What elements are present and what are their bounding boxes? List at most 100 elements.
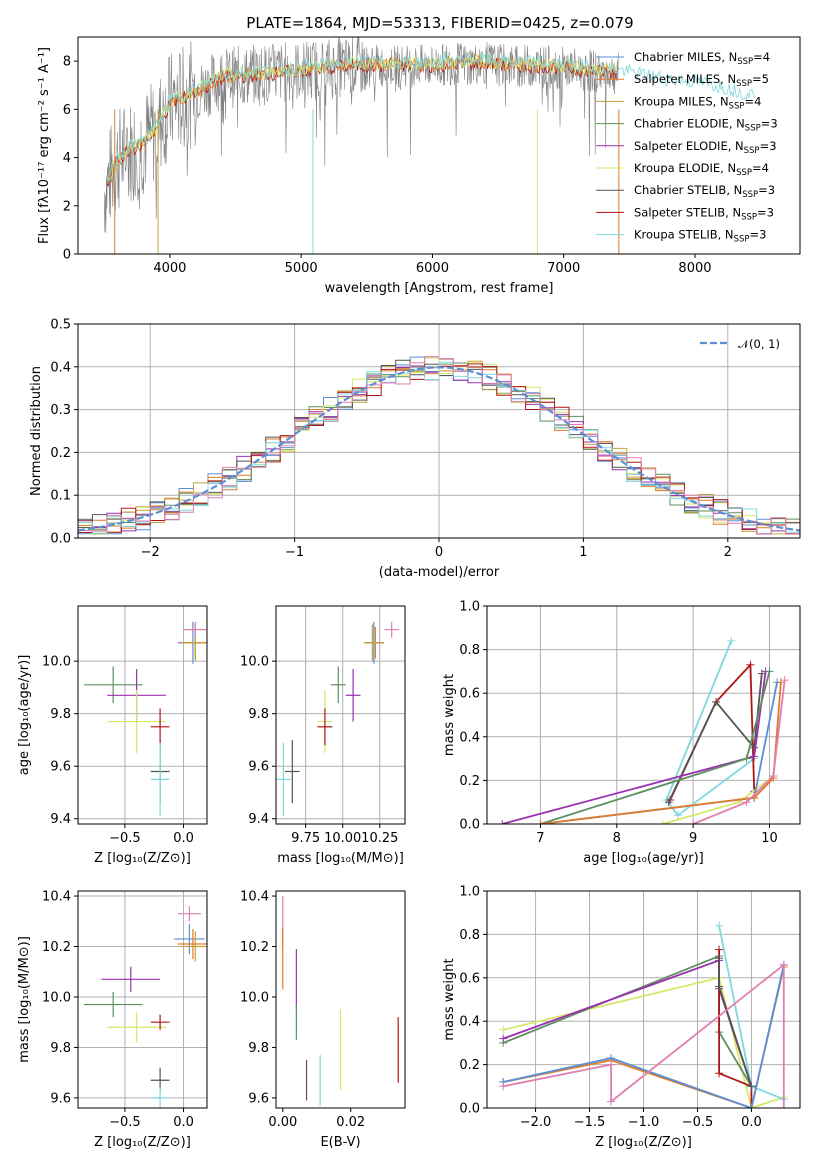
x-tick-label: 7000 bbox=[547, 261, 580, 276]
x-tick-label: 1 bbox=[579, 545, 587, 560]
y-tick-label: 0.6 bbox=[459, 687, 480, 702]
error-bar-point bbox=[183, 621, 207, 638]
x-tick-label: 0.0 bbox=[173, 831, 194, 846]
y-tick-label: 9.8 bbox=[248, 707, 269, 722]
plot-area-age_vs_mass bbox=[276, 621, 400, 817]
y-tick-label: 0.6 bbox=[459, 971, 480, 986]
error-bar-point bbox=[101, 966, 161, 992]
y-tick-label: 10.0 bbox=[42, 990, 71, 1005]
x-tick-label: −0.5 bbox=[682, 1115, 714, 1130]
x-tick-label: −0.5 bbox=[109, 1115, 141, 1130]
weight-line-kroupa-elodie bbox=[502, 976, 785, 1108]
x-tick-label: 0.02 bbox=[336, 1115, 365, 1130]
x-axis-label: Z [log₁₀(Z/Z⊙)] bbox=[595, 1135, 692, 1150]
legend-subscript: SSP bbox=[745, 124, 761, 134]
x-tick-label: 0 bbox=[435, 545, 443, 560]
spectrum-data-line bbox=[104, 37, 620, 234]
x-tick-label: 0.00 bbox=[268, 1115, 297, 1130]
plot-area-residuals bbox=[78, 356, 800, 535]
x-tick-label: −0.5 bbox=[109, 831, 141, 846]
x-tick-label: 8 bbox=[613, 831, 621, 846]
legend-subscript: SSP bbox=[744, 146, 760, 156]
y-tick-label: 0.2 bbox=[459, 774, 480, 789]
x-tick-label: 8000 bbox=[678, 261, 711, 276]
legend-subscript: SSP bbox=[729, 101, 745, 111]
legend-entry: Salpeter STELIB, NSSP=3 bbox=[634, 205, 774, 222]
y-tick-label: 0.8 bbox=[459, 928, 480, 943]
x-tick-label: −2 bbox=[141, 545, 160, 560]
panel-age_vs_Z: −0.5 0.0 9.4 9.6 9.8 10.0 Z [log₁₀(Z/Z⊙)] age [… bbox=[17, 605, 208, 866]
y-tick-label: 0.4 bbox=[459, 730, 480, 745]
y-tick-label: 0.2 bbox=[50, 446, 71, 461]
y-tick-label: 1.0 bbox=[459, 885, 480, 900]
error-bar-point bbox=[317, 708, 333, 746]
y-tick-label: 0.8 bbox=[459, 643, 480, 658]
panel-mass_weight_vs_age: 7 8 9 10 0.0 0.2 0.4 0.6 0.8 1.0 age [log₁₀(age/yr… bbox=[442, 600, 801, 866]
legend-entry: Kroupa STELIB, NSSP=3 bbox=[634, 228, 766, 245]
y-tick-label: 0 bbox=[63, 248, 71, 263]
x-tick-label: 7 bbox=[536, 831, 544, 846]
legend-entry: Salpeter MILES, NSSP=5 bbox=[634, 72, 769, 89]
y-tick-label: 10.4 bbox=[240, 890, 269, 905]
weight-line-pink bbox=[692, 679, 786, 824]
x-tick-label: −1 bbox=[285, 545, 304, 560]
error-bar-point bbox=[83, 991, 143, 1018]
panel-mass_weight_vs_Z: −2.0 −1.5 −1.0 −0.5 0.0 0.0 0.2 0.4 0.6 0.8 1.0 Z [… bbox=[442, 885, 801, 1150]
error-bar-point bbox=[181, 931, 207, 962]
legend-subscript: SSP bbox=[741, 212, 757, 222]
legend-value: =3 bbox=[749, 228, 766, 242]
y-tick-label: 9.6 bbox=[248, 1091, 269, 1106]
legend-subscript: SSP bbox=[734, 235, 750, 245]
y-tick-label: 0.4 bbox=[50, 360, 71, 375]
y-tick-label: 0.0 bbox=[459, 1102, 480, 1117]
x-axis-label: wavelength [Angstrom, rest frame] bbox=[325, 281, 554, 296]
legend-value: =3 bbox=[760, 139, 777, 153]
x-axis-label: Z [log₁₀(Z/Z⊙)] bbox=[94, 851, 191, 866]
legend-value: =4 bbox=[753, 50, 770, 64]
weight-line-chabrier-miles bbox=[503, 964, 785, 1108]
weight-line-salpeter-miles bbox=[540, 682, 782, 824]
x-tick-label: −2.0 bbox=[520, 1115, 552, 1130]
error-bar-point bbox=[284, 739, 300, 803]
weight-line-kroupa-stelib bbox=[665, 640, 755, 817]
figure-title: PLATE=1864, MJD=53313, FIBERID=0425, z=0… bbox=[246, 14, 633, 32]
panel-age_vs_mass: 9.75 10.00 10.25 9.4 9.6 9.8 10.0 mass [log₁₀(M… bbox=[240, 605, 406, 866]
error-bar-point bbox=[177, 928, 207, 960]
y-tick-label: 10.0 bbox=[240, 655, 269, 670]
error-bar-point bbox=[107, 690, 166, 754]
panel-spectrum: 4000 5000 6000 7000 8000 0 2 4 6 8 wavelength [Ang… bbox=[37, 36, 801, 296]
legend-value: =4 bbox=[744, 94, 761, 108]
error-bar-point bbox=[150, 1087, 170, 1108]
error-bar-point bbox=[363, 624, 382, 662]
legend-entry: Chabrier ELODIE, NSSP=3 bbox=[634, 117, 778, 134]
x-tick-label: 0.0 bbox=[741, 1115, 762, 1130]
histogram-kroupa-stelib bbox=[78, 361, 800, 534]
error-bar-point bbox=[276, 742, 291, 817]
y-tick-label: 4 bbox=[63, 151, 71, 166]
x-axis-label: age [log₁₀(age/yr)] bbox=[583, 851, 704, 866]
y-axis-label: mass weight bbox=[442, 674, 457, 756]
y-tick-label: 0.0 bbox=[459, 818, 480, 833]
x-tick-label: 6000 bbox=[416, 261, 449, 276]
x-tick-label: 10.25 bbox=[361, 831, 398, 846]
y-axis-label: mass weight bbox=[442, 958, 457, 1040]
error-bar-point bbox=[345, 669, 361, 722]
y-tick-label: 9.6 bbox=[248, 760, 269, 775]
y-tick-label: 0.5 bbox=[50, 318, 71, 333]
legend-value: =5 bbox=[752, 72, 769, 86]
legend-entry: Salpeter ELODIE, NSSP=3 bbox=[634, 139, 777, 156]
error-bar-point bbox=[150, 1014, 170, 1030]
error-bar-point bbox=[177, 906, 202, 922]
y-axis-label: mass [log₁₀(M/M⊙)] bbox=[17, 936, 32, 1063]
y-axis-label: Normed distribution bbox=[29, 366, 44, 496]
panel-mass_vs_ebv: 0.00 0.02 9.6 9.8 10.0 10.2 10.4 E(B-V) bbox=[240, 890, 406, 1150]
legend-entry: Chabrier MILES, NSSP=4 bbox=[634, 50, 770, 67]
error-bar-point bbox=[107, 1012, 166, 1043]
error-bar-point bbox=[330, 666, 346, 704]
legend-subscript: SSP bbox=[736, 168, 752, 178]
y-tick-label: 9.6 bbox=[50, 1091, 71, 1106]
y-tick-label: 0.4 bbox=[459, 1015, 480, 1030]
weight-line-chabrier-stelib bbox=[667, 673, 763, 803]
error-bar-point bbox=[83, 666, 143, 704]
